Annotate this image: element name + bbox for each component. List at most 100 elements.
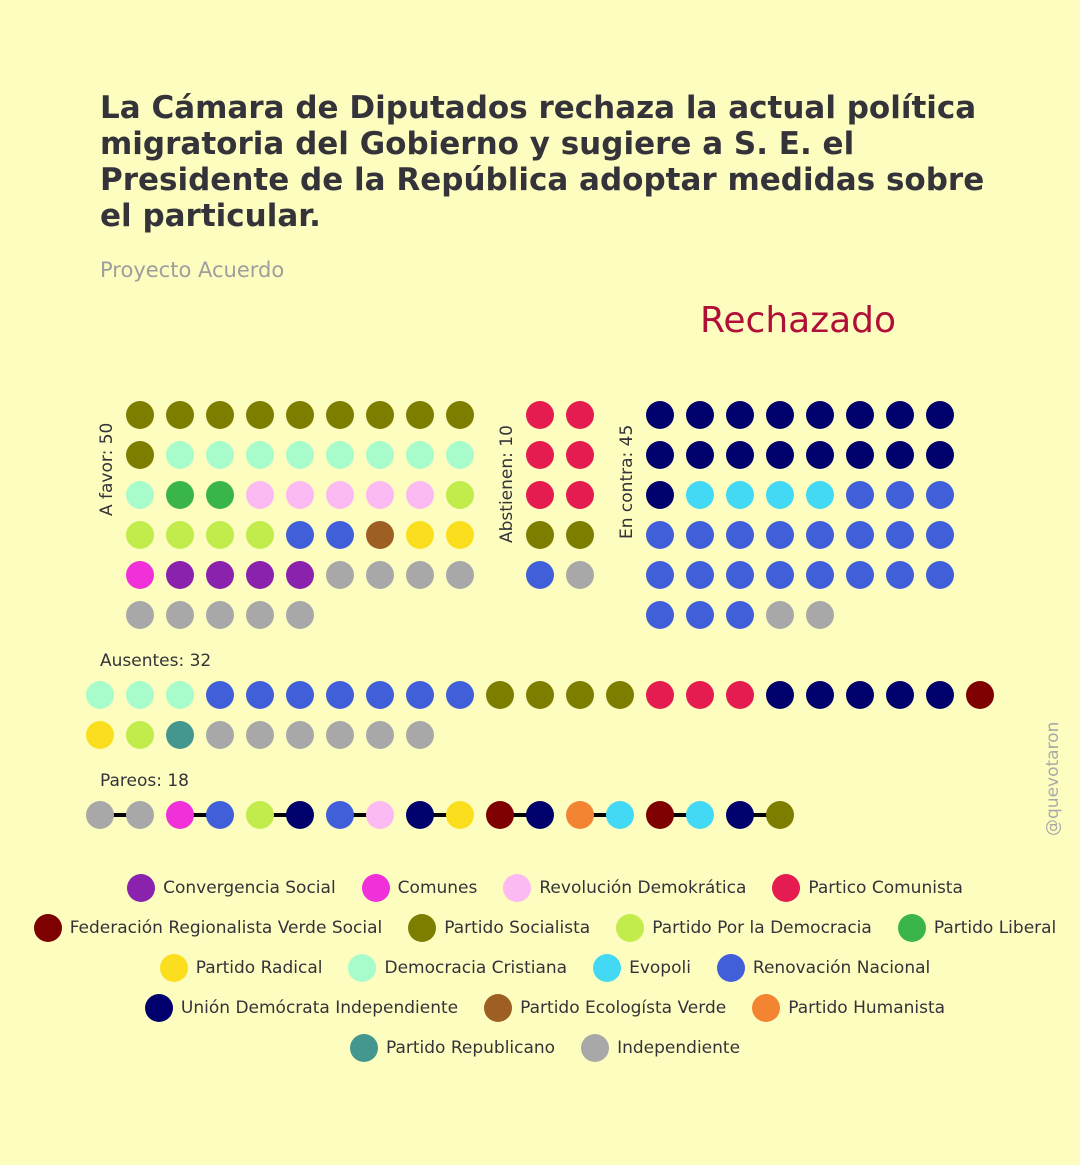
- seat-dot-favor: [166, 481, 194, 509]
- seat-dot-favor: [286, 441, 314, 469]
- seat-dot-favor: [246, 401, 274, 429]
- seat-dot-favor: [406, 481, 434, 509]
- seat-dot-ausentes: [406, 721, 434, 749]
- seat-dot-contra: [806, 601, 834, 629]
- seat-dot-contra: [686, 561, 714, 589]
- seat-dot-contra: [726, 521, 754, 549]
- seat-dot-contra: [646, 561, 674, 589]
- seat-dot-favor: [446, 481, 474, 509]
- legend-label: Comunes: [397, 878, 478, 898]
- seat-dot-contra: [646, 601, 674, 629]
- seat-dot-favor: [286, 481, 314, 509]
- seat-dot-ausentes: [726, 681, 754, 709]
- seat-dot-favor: [246, 441, 274, 469]
- seat-dot-contra: [686, 601, 714, 629]
- seat-dot-favor: [326, 441, 354, 469]
- seat-dot-favor: [326, 521, 354, 549]
- seat-dot-abstienen: [526, 521, 554, 549]
- legend-swatch: [33, 914, 62, 942]
- seat-dot-contra: [726, 401, 754, 429]
- seat-dot-contra: [886, 481, 914, 509]
- legend-item: Federación Regionalista Verde Social: [33, 914, 382, 942]
- legend-label: Partido Humanista: [788, 998, 946, 1018]
- legend-item: Partido Socialista: [408, 914, 590, 942]
- seat-dot-contra: [646, 521, 674, 549]
- legend-label: Partico Comunista: [808, 878, 963, 898]
- seat-dot-contra: [646, 401, 674, 429]
- seat-dot-ausentes: [126, 721, 154, 749]
- seat-dot-abstienen: [566, 561, 594, 589]
- seat-dot-favor: [166, 561, 194, 589]
- legend: Convergencia Social Comunes Revolución Dem…: [30, 874, 1060, 1062]
- seat-dot-favor: [366, 401, 394, 429]
- legend-item: Partido Radical: [159, 954, 322, 982]
- seat-dot-pareos: [126, 801, 154, 829]
- seat-dot-contra: [686, 521, 714, 549]
- seat-dot-pareos: [606, 801, 634, 829]
- legend-item: Comunes: [361, 874, 478, 902]
- seat-dot-favor: [446, 441, 474, 469]
- seat-dot-pareos: [286, 801, 314, 829]
- seat-dot-favor: [326, 561, 354, 589]
- seat-dot-pareos: [726, 801, 754, 829]
- seat-dot-favor: [126, 561, 154, 589]
- legend-item: Renovación Nacional: [716, 954, 930, 982]
- seat-dot-favor: [366, 521, 394, 549]
- seat-dot-favor: [246, 481, 274, 509]
- seat-dot-contra: [766, 521, 794, 549]
- seat-dot-favor: [126, 481, 154, 509]
- seat-dot-contra: [766, 441, 794, 469]
- seat-dot-favor: [406, 561, 434, 589]
- seat-dot-favor: [206, 441, 234, 469]
- legend-item: Democracia Cristiana: [348, 954, 567, 982]
- seat-dot-contra: [806, 441, 834, 469]
- legend-label: Evopoli: [629, 958, 691, 978]
- seat-dot-favor: [246, 561, 274, 589]
- seat-dot-contra: [726, 441, 754, 469]
- seat-dot-pareos: [526, 801, 554, 829]
- seat-dot-favor: [166, 601, 194, 629]
- legend-swatch: [581, 1034, 610, 1062]
- seat-dot-favor: [446, 561, 474, 589]
- legend-label: Partido Ecologísta Verde: [520, 998, 727, 1018]
- legend-label: Partido Socialista: [444, 918, 591, 938]
- legend-item: Partido Liberal: [897, 914, 1057, 942]
- seat-dot-favor: [406, 441, 434, 469]
- seat-dot-ausentes: [766, 681, 794, 709]
- legend-item: Partido Por la Democracia: [616, 914, 872, 942]
- seat-dot-contra: [926, 521, 954, 549]
- seat-dot-contra: [806, 481, 834, 509]
- seat-dot-contra: [726, 481, 754, 509]
- seat-dot-ausentes: [846, 681, 874, 709]
- seat-dot-pareos: [646, 801, 674, 829]
- seat-dot-pareos: [566, 801, 594, 829]
- seat-dot-contra: [846, 561, 874, 589]
- seat-dot-contra: [846, 521, 874, 549]
- seat-dot-favor: [126, 401, 154, 429]
- chart-title: La Cámara de Diputados rechaza la actual…: [100, 90, 985, 234]
- seat-dot-pareos: [366, 801, 394, 829]
- legend-swatch: [616, 914, 645, 942]
- group-label-pareos: Pareos: 18: [100, 771, 190, 791]
- seat-dot-ausentes: [246, 721, 274, 749]
- seat-dot-contra: [686, 441, 714, 469]
- seat-dot-favor: [206, 561, 234, 589]
- seat-dot-favor: [246, 521, 274, 549]
- seat-dot-contra: [646, 481, 674, 509]
- seat-dot-favor: [126, 601, 154, 629]
- legend-swatch: [752, 994, 781, 1022]
- legend-label: Partido Liberal: [933, 918, 1057, 938]
- seat-dot-contra: [766, 561, 794, 589]
- seat-dot-abstienen: [566, 481, 594, 509]
- legend-item: Partido Republicano: [349, 1034, 555, 1062]
- legend-item: Evopoli: [593, 954, 691, 982]
- seat-dot-contra: [846, 481, 874, 509]
- seat-dot-ausentes: [326, 721, 354, 749]
- seat-dot-favor: [206, 601, 234, 629]
- seat-dot-pareos: [166, 801, 194, 829]
- legend-label: Independiente: [617, 1038, 741, 1058]
- seat-dot-favor: [246, 601, 274, 629]
- seat-dot-favor: [366, 561, 394, 589]
- legend-item: Independiente: [581, 1034, 740, 1062]
- seat-dot-ausentes: [126, 681, 154, 709]
